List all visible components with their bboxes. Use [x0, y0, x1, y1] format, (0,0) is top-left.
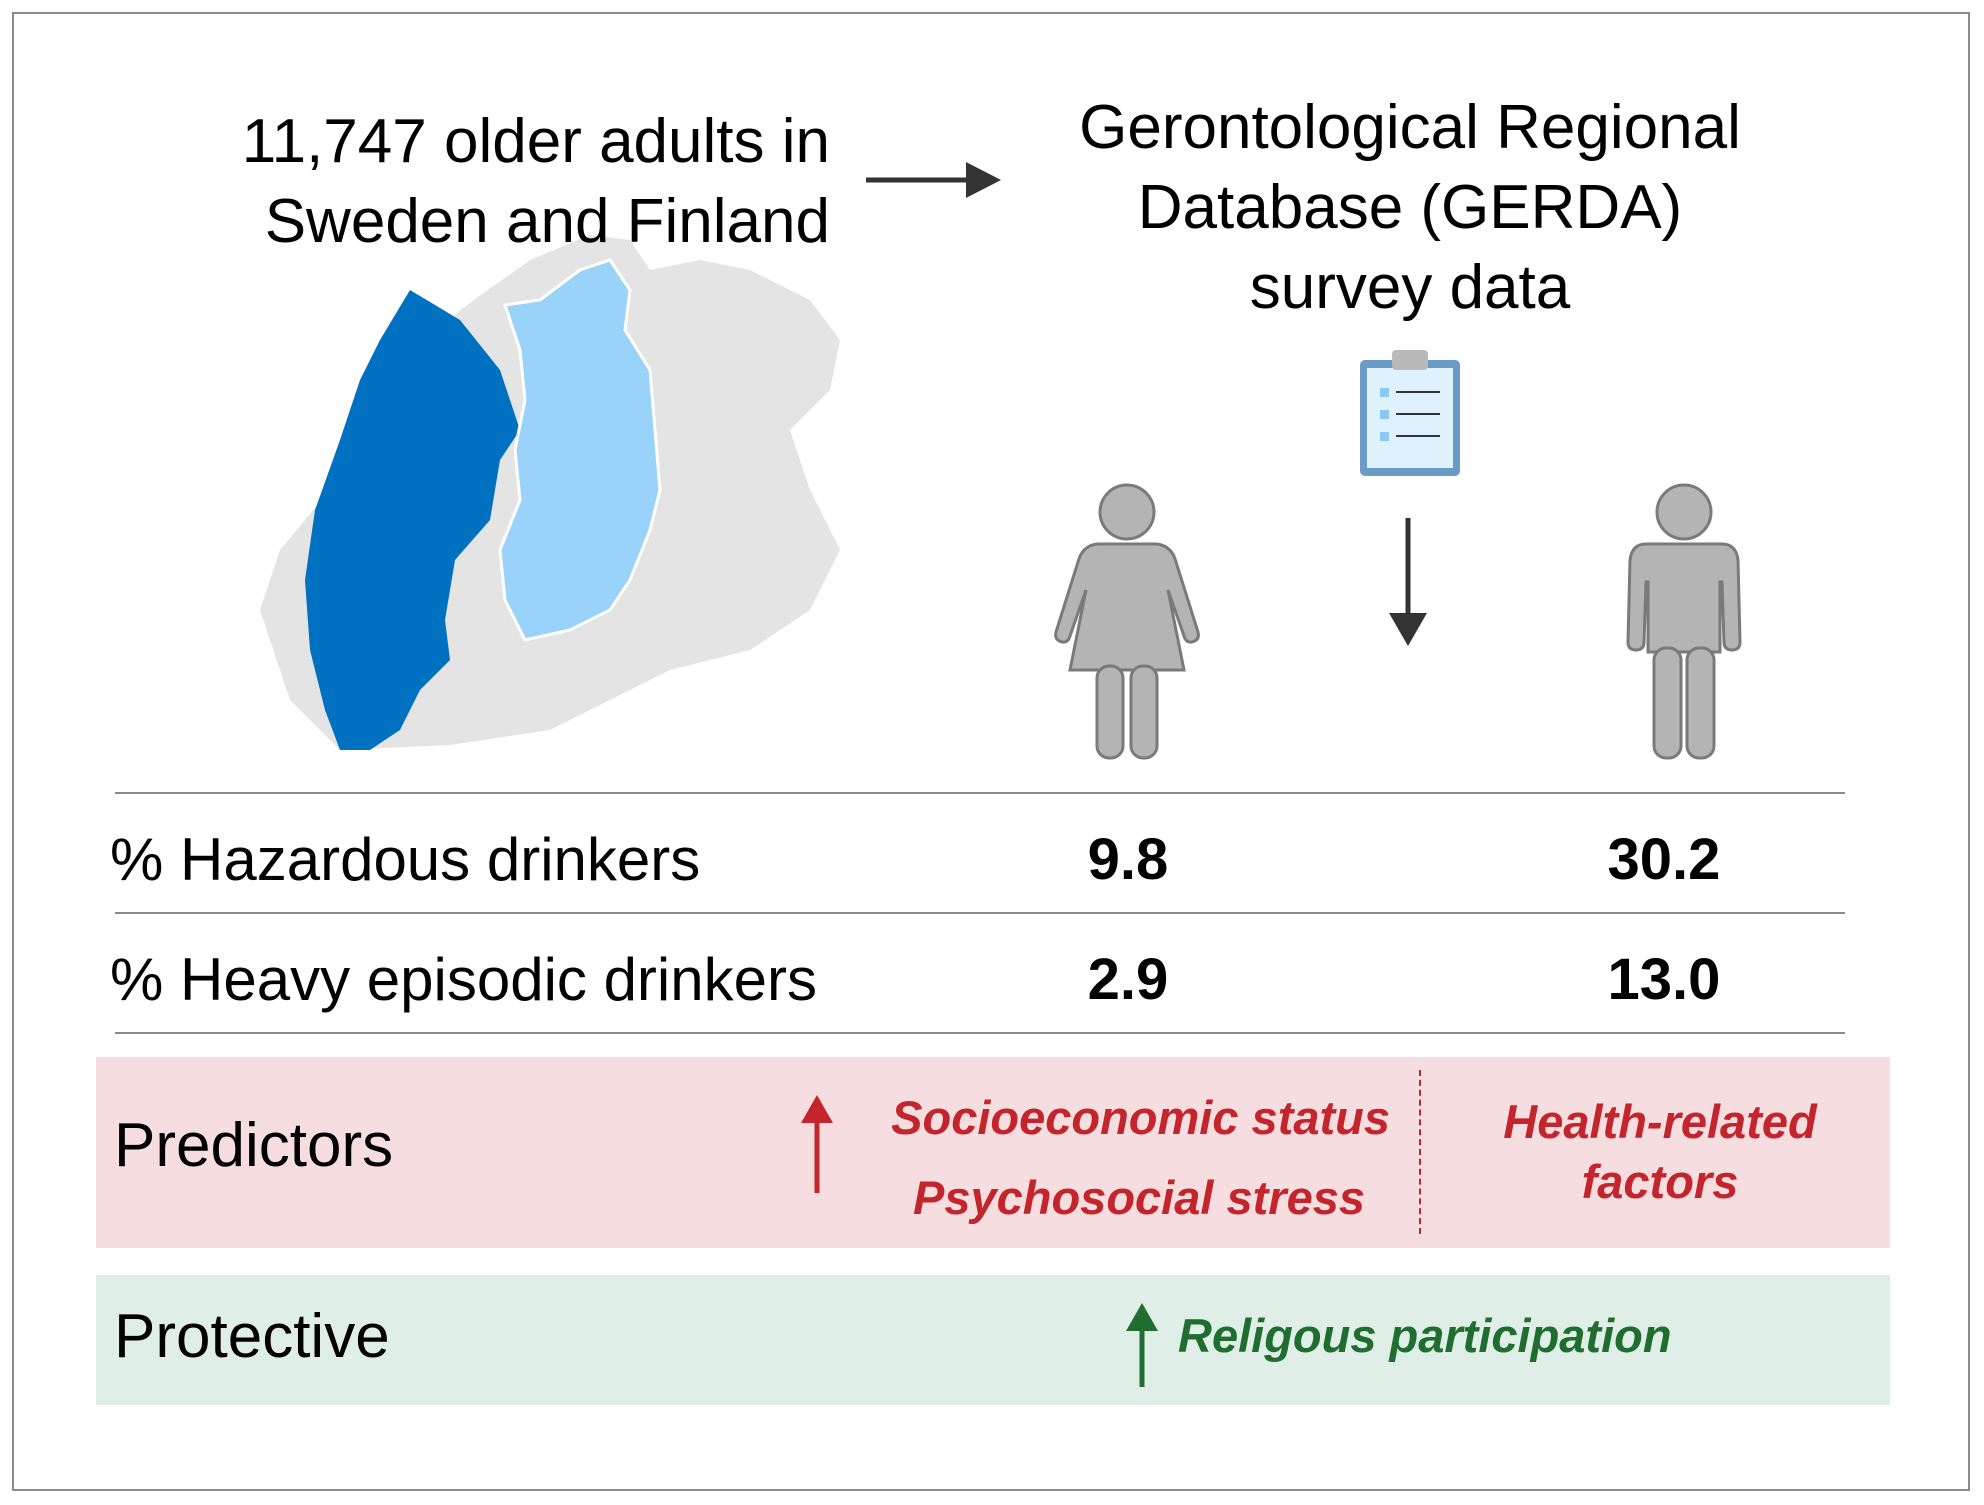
predictors-band: Predictors [96, 1057, 1890, 1248]
protective-band: Protective [96, 1275, 1890, 1405]
arrow-up-green-icon [1126, 1303, 1158, 1387]
protective-label: Protective [114, 1302, 390, 1371]
predictor-health-line-2: factors [1581, 1155, 1739, 1208]
predictor-psychosocial: Psychosocial stress [913, 1171, 1365, 1224]
table-rule-middle [115, 912, 1845, 914]
database-line-1: Gerontological Regional [1079, 93, 1741, 162]
hazardous-men-value: 30.2 [1607, 827, 1721, 892]
heavy-episodic-women-value: 2.9 [1087, 947, 1169, 1012]
table-rule-bottom [115, 1032, 1845, 1034]
population-line-1: 11,747 older adults in [241, 107, 830, 176]
finland-shape [498, 258, 662, 642]
arrow-up-red-icon [801, 1095, 833, 1193]
male-figure-icon [1626, 483, 1742, 760]
population-description: 11,747 older adults in Sweden and Finlan… [170, 102, 830, 262]
figure-frame [12, 12, 1970, 1491]
arrow-down-icon [1389, 518, 1427, 646]
database-line-3: survey data [1249, 253, 1571, 322]
hazardous-women-value: 9.8 [1087, 827, 1169, 892]
heavy-episodic-label: % Heavy episodic drinkers [110, 946, 817, 1013]
database-line-2: Database (GERDA) [1137, 173, 1683, 242]
hazardous-label: % Hazardous drinkers [110, 826, 701, 893]
protective-religious: Religous participation [1178, 1309, 1672, 1362]
heavy-episodic-men-value: 13.0 [1607, 947, 1721, 1012]
predictor-socioeconomic: Socioeconomic status [891, 1091, 1390, 1144]
female-figure-icon [1054, 483, 1200, 760]
predictor-health-line-1: Health-related [1503, 1095, 1817, 1148]
sweden-shape [305, 290, 520, 750]
database-description: Gerontological Regional Database (GERDA)… [1030, 88, 1790, 328]
clipboard-icon [1360, 350, 1460, 476]
nordic-map-icon [260, 235, 840, 750]
table-rule-top [115, 792, 1845, 794]
arrow-right-icon [866, 162, 1001, 198]
predictors-divider [1419, 1070, 1421, 1234]
population-line-2: Sweden and Finland [264, 187, 830, 256]
predictors-label: Predictors [114, 1111, 394, 1180]
